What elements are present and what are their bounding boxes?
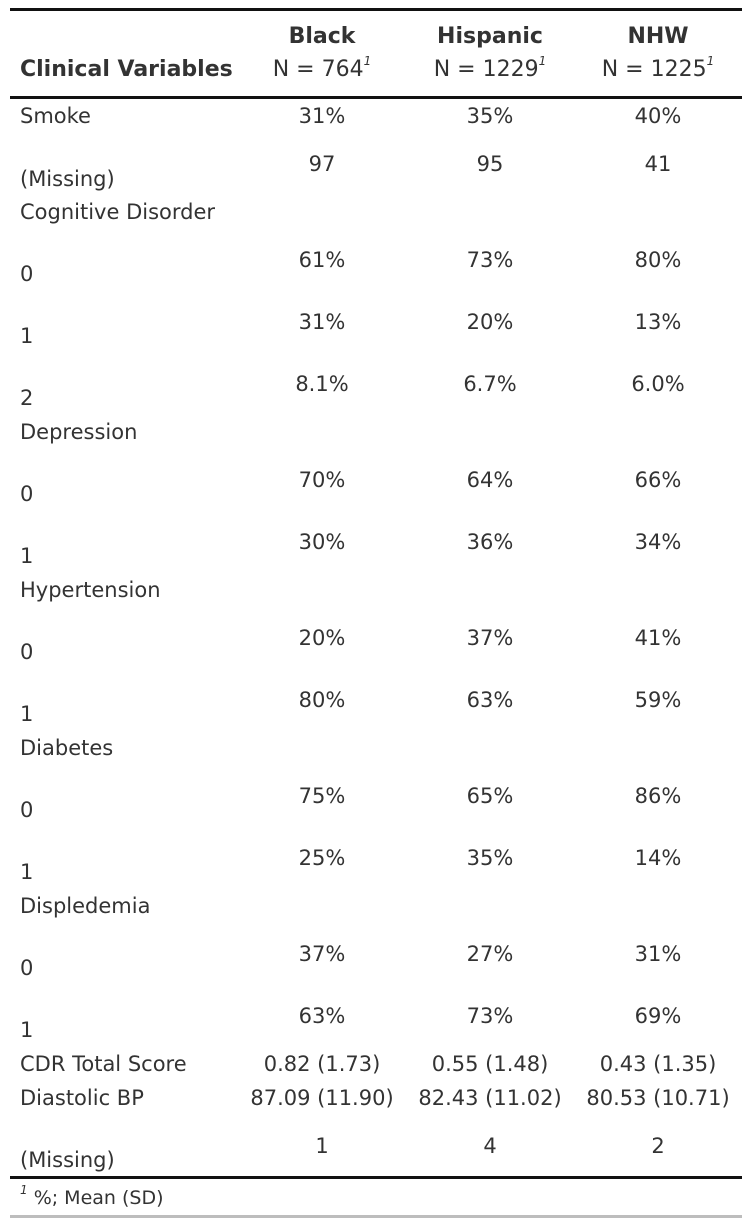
table-cell: 69%: [634, 1004, 682, 1028]
row-label: 1: [20, 860, 34, 884]
row-label: 0: [20, 482, 34, 506]
table-cell: 87.09 (11.90): [250, 1086, 394, 1110]
table-cell: 63%: [298, 1004, 346, 1028]
table-cell: 27%: [466, 942, 514, 966]
table-cell: 31%: [634, 942, 682, 966]
column-header-nhw-n: N = 12251: [601, 53, 715, 82]
table-cell: 20%: [298, 626, 346, 650]
row-label: Cognitive Disorder: [20, 200, 216, 224]
table-top-rule: [10, 8, 742, 11]
table-cell: 86%: [634, 784, 682, 808]
table-cell: 35%: [466, 104, 514, 128]
table-cell: 66%: [634, 468, 682, 492]
table-cell: 6.7%: [463, 372, 517, 396]
table-cell: 14%: [634, 846, 682, 870]
table-cell: 36%: [466, 530, 514, 554]
column-header-variables: Clinical Variables: [20, 57, 233, 82]
table-cell: 80%: [634, 248, 682, 272]
table-cell: 37%: [298, 942, 346, 966]
footer-rule: [10, 1215, 742, 1218]
row-label: CDR Total Score: [20, 1052, 187, 1076]
row-label: 2: [20, 386, 34, 410]
table-cell: 63%: [466, 688, 514, 712]
column-header-hispanic: Hispanic: [437, 24, 543, 49]
table-cell: 4: [483, 1134, 497, 1158]
table-cell: 8.1%: [295, 372, 349, 396]
table-cell: 80%: [298, 688, 346, 712]
table-cell: 25%: [298, 846, 346, 870]
row-label: 1: [20, 324, 34, 348]
row-label: Depression: [20, 420, 138, 444]
table-cell: 0.43 (1.35): [599, 1052, 717, 1076]
table-cell: 41: [644, 152, 672, 176]
table-cell: 6.0%: [631, 372, 685, 396]
table-cell: 0.55 (1.48): [431, 1052, 549, 1076]
row-label: 1: [20, 544, 34, 568]
table-cell: 37%: [466, 626, 514, 650]
table-cell: 73%: [466, 248, 514, 272]
table-cell: 31%: [298, 310, 346, 334]
row-label: 0: [20, 262, 34, 286]
table-cell: 20%: [466, 310, 514, 334]
row-label: 1: [20, 1018, 34, 1042]
row-label: Smoke: [20, 104, 91, 128]
row-label: 0: [20, 956, 34, 980]
table-cell: 70%: [298, 468, 346, 492]
header-rule: [10, 96, 742, 99]
row-label: (Missing): [20, 167, 115, 191]
table-cell: 30%: [298, 530, 346, 554]
table-cell: 73%: [466, 1004, 514, 1028]
column-header-hispanic-n: N = 12291: [433, 53, 547, 82]
table-cell: 31%: [298, 104, 346, 128]
table-cell: 35%: [466, 846, 514, 870]
table-cell: 13%: [634, 310, 682, 334]
table-cell: 65%: [466, 784, 514, 808]
table-cell: 34%: [634, 530, 682, 554]
table-cell: 2: [651, 1134, 665, 1158]
table-cell: 80.53 (10.71): [586, 1086, 730, 1110]
row-label: 0: [20, 640, 34, 664]
column-header-black: Black: [288, 24, 356, 49]
row-label: 0: [20, 798, 34, 822]
table-cell: 82.43 (11.02): [418, 1086, 562, 1110]
row-label: (Missing): [20, 1148, 115, 1172]
table-cell: 1: [315, 1134, 329, 1158]
table-cell: 64%: [466, 468, 514, 492]
table-cell: 40%: [634, 104, 682, 128]
row-label: Diastolic BP: [20, 1086, 144, 1110]
table-cell: 59%: [634, 688, 682, 712]
table-cell: 97: [308, 152, 336, 176]
table-footnote: 1 %; Mean (SD): [20, 1182, 164, 1209]
table-cell: 0.82 (1.73): [263, 1052, 381, 1076]
table-cell: 41%: [634, 626, 682, 650]
column-header-nhw: NHW: [627, 24, 689, 49]
table-bottom-rule: [10, 1176, 742, 1179]
row-label: Displedemia: [20, 894, 151, 918]
row-label: 1: [20, 702, 34, 726]
table-cell: 95: [476, 152, 504, 176]
row-label: Hypertension: [20, 578, 161, 602]
column-header-black-n: N = 7641: [272, 53, 372, 82]
row-label: Diabetes: [20, 736, 114, 760]
table-cell: 75%: [298, 784, 346, 808]
table-cell: 61%: [298, 248, 346, 272]
